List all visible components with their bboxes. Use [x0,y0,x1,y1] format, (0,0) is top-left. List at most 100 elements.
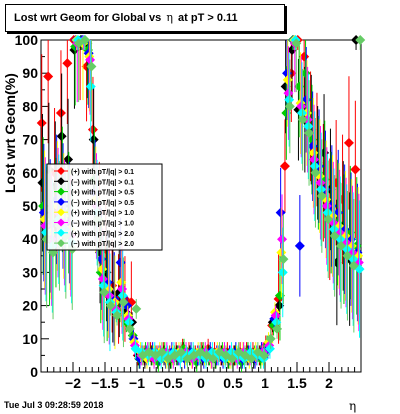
data-point [87,124,98,135]
data-point [272,323,283,334]
y-tick-label: 50 [22,198,38,214]
y-tick-label: 20 [22,298,38,314]
data-point [259,350,270,361]
legend-label: (+) with pT/|q| > 1.0 [71,210,134,217]
data-point [176,347,187,358]
y-tick-label: 60 [22,165,38,181]
legend-label: (+) with pT/|q| > 0.5 [71,190,134,197]
data-point [227,353,238,364]
data-point [296,101,307,112]
legend-label: (−) with pT/|q| > 1.0 [71,221,134,228]
data-point [208,353,219,364]
y-tick-label: 80 [22,98,38,114]
data-point [297,114,308,125]
data-point [329,230,340,241]
data-point [88,134,99,145]
x-axis-title: η [349,399,357,413]
data-point [303,121,314,132]
data-point [309,161,320,172]
data-point [85,54,96,65]
data-point [246,353,257,364]
data-point [99,287,110,298]
data-point [277,267,288,278]
data-point [265,333,276,344]
data-point [316,184,327,195]
x-tick-label: 1 [261,375,269,391]
data-point [124,317,135,328]
data-point [270,310,281,321]
y-tick-label: 90 [22,65,38,81]
data-point [279,161,290,172]
data-point [105,300,116,311]
legend [46,163,163,251]
data-point [124,323,135,334]
x-tick-label: 1.5 [287,375,307,391]
x-tick-label: −0.5 [155,375,183,391]
data-point [277,234,288,245]
data-point [275,207,286,218]
data-point [97,274,108,285]
data-point [304,127,315,138]
legend-label: (+) with pT/|q| > 2.0 [71,231,134,238]
y-tick-label: 70 [22,132,38,148]
data-point [355,35,366,45]
data-point [56,131,67,142]
data-point [321,201,332,211]
data-point [310,167,321,178]
data-point [43,71,54,82]
data-point [284,94,295,105]
data-point [343,137,354,148]
data-point [117,284,128,294]
y-tick-label: 0 [30,364,38,380]
data-point [316,191,327,202]
y-tick-label: 100 [15,32,39,48]
x-tick-label: −2 [65,375,81,391]
x-tick-label: −1.5 [91,375,119,391]
data-point [336,240,347,251]
y-tick-label: 30 [22,264,38,280]
data-point [117,290,128,301]
data-point [278,254,289,265]
x-tick-label: 2 [325,375,333,391]
legend-label: (−) with pT/|q| > 2.0 [71,241,134,248]
data-point [115,257,126,268]
x-tick-label: 0.5 [223,375,243,391]
data-point [322,207,333,218]
y-tick-label: 40 [22,231,38,247]
legend-box [46,163,163,251]
data-point [131,303,142,314]
footer-timestamp: Tue Jul 3 09:28:59 2018 [4,400,104,410]
data-point [55,108,66,119]
x-tick-label: −1 [129,375,145,391]
data-point [294,240,305,251]
data-point [271,317,282,328]
data-point [309,154,320,165]
data-point [323,214,334,225]
data-point [264,343,275,354]
data-point [112,310,123,321]
data-point [62,58,73,69]
data-point [291,38,302,49]
data-point [98,280,109,291]
y-tick-label: 10 [22,331,38,347]
data-point [283,88,294,99]
chart-title: Lost wrt Geom for Global vs η at pT > 0.… [14,11,238,24]
data-point [350,164,361,175]
data-point [328,224,339,235]
data-point [274,300,285,311]
data-point [85,81,96,92]
legend-label: (−) with pT/|q| > 0.1 [71,179,134,186]
data-point [36,118,47,128]
legend-label: (+) with pT/|q| > 0.1 [71,169,134,176]
data-point [86,61,97,72]
chart-title-box: Lost wrt Geom for Global vs η at pT > 0.… [5,4,285,32]
data-point [118,297,129,308]
data-point [348,260,359,271]
data-point [342,250,353,261]
y-axis-title: Lost wrt Geom(%) [2,73,18,193]
data-point [63,154,74,165]
data-point [80,35,91,45]
x-tick-label: 0 [197,375,205,391]
